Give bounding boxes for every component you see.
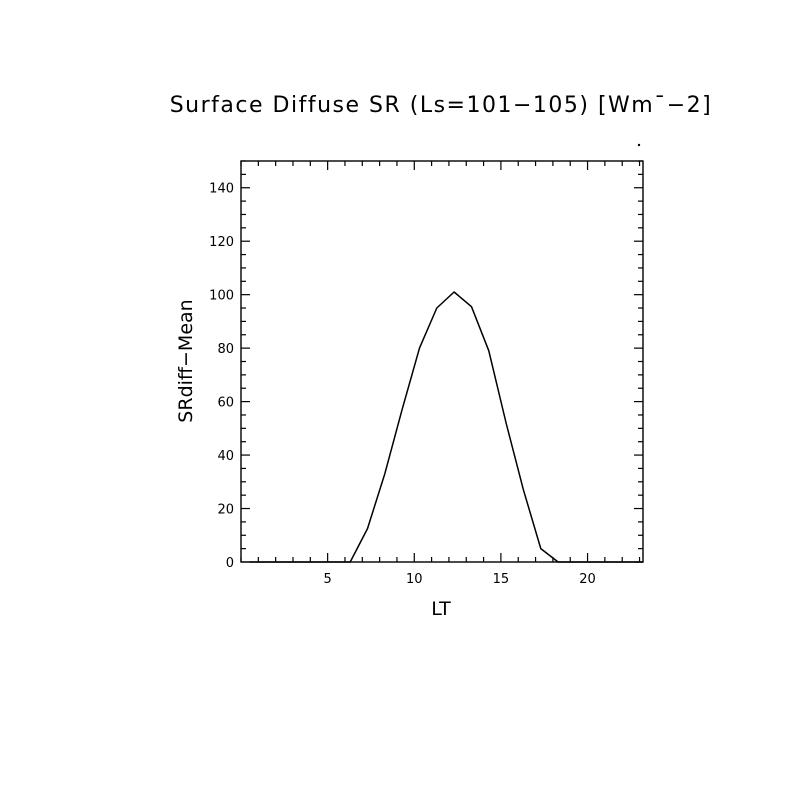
x-tick-label: 10 xyxy=(406,572,423,587)
y-tick-label: 140 xyxy=(209,182,234,197)
x-axis-label: LT xyxy=(431,598,451,620)
y-axis-label: SRdiff−Mean xyxy=(175,299,197,422)
y-tick-label: 60 xyxy=(217,396,234,411)
corner-dot xyxy=(637,143,641,147)
tick-labels: 5 10 15 20 0 20 40 60 80 100 120 140 xyxy=(209,182,596,587)
y-tick-label: 100 xyxy=(209,289,234,304)
axis-ticks xyxy=(240,160,643,563)
y-tick-label: 80 xyxy=(217,342,234,357)
plot-frame xyxy=(240,160,644,563)
y-tick-label: 40 xyxy=(217,449,234,464)
y-tick-label: 20 xyxy=(217,503,234,518)
chart-title: Surface Diffuse SR (Ls=101−105) [Wm¯−2] xyxy=(170,93,713,118)
series-line xyxy=(249,291,643,563)
x-tick-label: 5 xyxy=(323,572,331,587)
x-tick-label: 15 xyxy=(493,572,510,587)
y-tick-label: 120 xyxy=(209,235,234,250)
x-tick-label: 20 xyxy=(579,572,596,587)
y-tick-label: 0 xyxy=(226,556,234,571)
